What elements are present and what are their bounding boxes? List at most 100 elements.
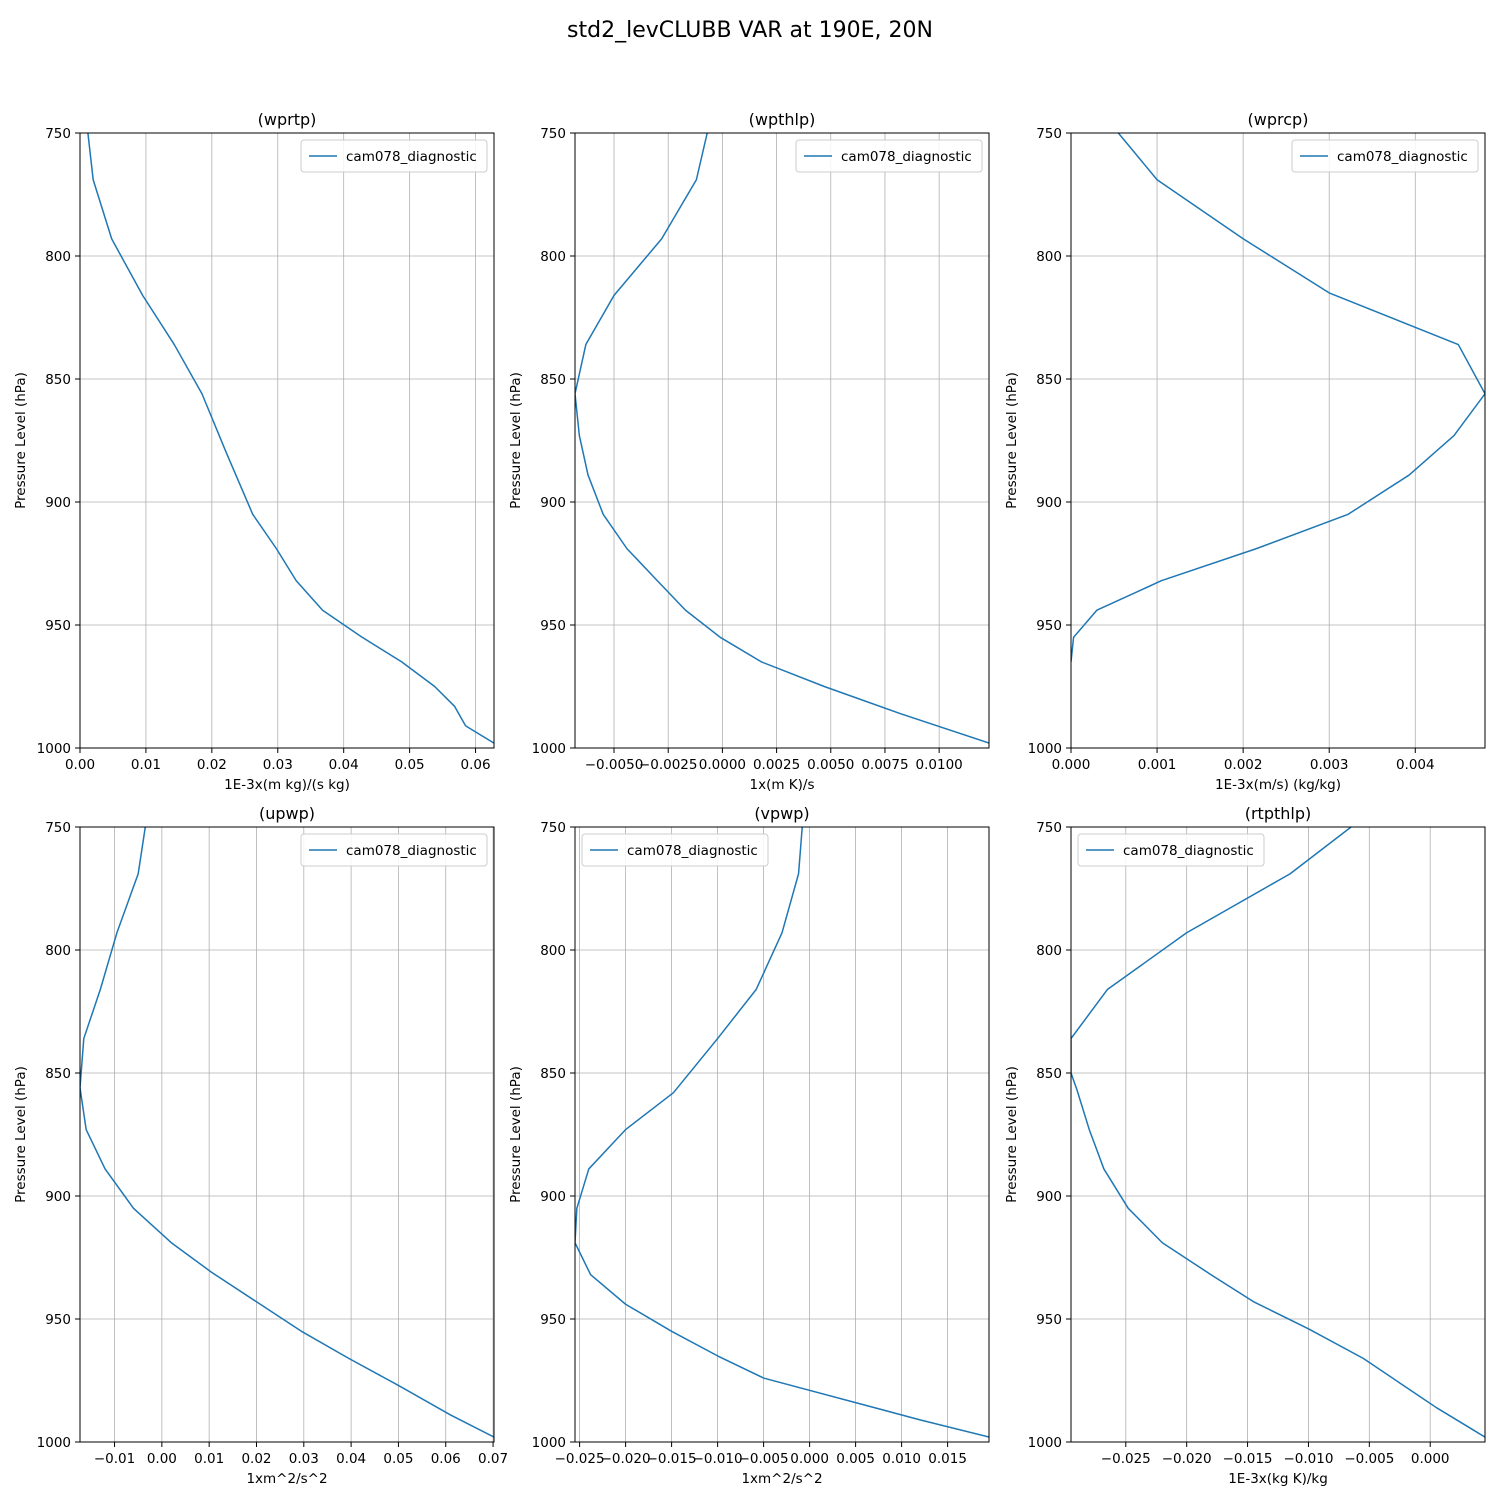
x-tick-label: −0.0025 [639,757,698,773]
x-tick-label: 0.0050 [807,757,854,773]
y-tick-label: 750 [45,126,71,142]
x-tick-label: 0.000 [1052,757,1091,773]
y-tick-label: 750 [45,820,71,836]
x-tick-label: 0.00 [147,1451,177,1467]
y-tick-label: 750 [540,126,566,142]
y-tick-label: 750 [1036,126,1062,142]
x-tick-label: 0.05 [395,757,425,773]
y-tick-label: 900 [45,495,71,511]
y-tick-label: 900 [45,1189,71,1205]
plot-area [575,133,989,748]
plot-area [1071,133,1485,748]
chart-title: (upwp) [259,804,315,823]
chart-panel-1: 0.00 0.01 0.02 0.03 0.04 0.05 0.06 750 800 850 900… [13,110,495,793]
chart-title: (wpthlp) [749,110,816,129]
x-tick-label: −0.005 [739,1451,789,1467]
y-tick-label: 950 [1036,618,1062,634]
chart-panel-6: −0.025 −0.020 −0.015 −0.010 −0.005 0.000 750 80… [1004,804,1486,1487]
y-tick-label: 1000 [532,741,566,757]
y-tick-label: 1000 [532,1435,566,1451]
y-tick-label: 800 [540,943,566,959]
y-tick-label: 900 [1036,1189,1062,1205]
y-tick-label: 800 [1036,943,1062,959]
y-tick-label: 950 [45,1312,71,1328]
series-line [575,827,989,1438]
x-tick-label: 0.06 [461,757,491,773]
x-axis-label: 1E-3x(m/s) (kg/kg) [1215,777,1341,793]
legend-box [1291,139,1479,173]
x-tick-label: −0.015 [1223,1451,1273,1467]
x-tick-label: −0.015 [647,1451,697,1467]
y-tick-label: 1000 [37,1435,71,1451]
x-tick-label: −0.025 [1101,1451,1151,1467]
x-tick-label: 0.003 [1310,757,1349,773]
x-tick-label: −0.0050 [585,757,644,773]
x-tick-label: 0.015 [928,1451,967,1467]
series-line [1071,827,1485,1438]
plot-frame [574,132,990,749]
chart-panel-2: −0.0050−0.0025 0.0000 0.0025 0.0050 0.0075 0.… [508,110,990,793]
x-tick-label: 0.02 [197,757,227,773]
x-tick-label: 0.0025 [753,757,800,773]
x-tick-label: 0.03 [263,757,293,773]
y-axis-label: Pressure Level (hPa) [1004,372,1020,509]
series-line [575,133,989,744]
figure-title: std2_levCLUBB VAR at 190E, 20N [567,18,933,43]
y-tick-label: 800 [45,249,71,265]
x-tick-label: −0.005 [1344,1451,1394,1467]
y-tick-label: 1000 [1028,1435,1062,1451]
y-axis-label: Pressure Level (hPa) [1004,1066,1020,1203]
plot-frame [1070,132,1486,749]
y-tick-label: 850 [1036,1066,1062,1082]
y-tick-label: 850 [45,1066,71,1082]
x-tick-label: 0.010 [882,1451,921,1467]
y-tick-label: 1000 [37,741,71,757]
plot-frame [574,826,990,1443]
x-tick-label: 0.0000 [699,757,746,773]
x-tick-label: 0.04 [336,1451,366,1467]
x-tick-label: 0.01 [194,1451,224,1467]
plot-area [80,133,494,748]
chart-panel-3: 0.000 0.001 0.002 0.003 0.004 750 800 850 900 950… [1004,110,1486,793]
chart-title: (vpwp) [754,804,809,823]
x-axis-label: 1xm^2/s^2 [741,1471,822,1487]
panels-container: 0.00 0.01 0.02 0.03 0.04 0.05 0.06 750 800 850 900… [13,110,1486,1487]
legend-box [1077,833,1265,867]
chart-title: (wprcp) [1248,110,1309,129]
y-tick-label: 900 [540,495,566,511]
y-tick-label: 900 [1036,495,1062,511]
x-tick-label: 0.06 [431,1451,461,1467]
y-tick-label: 850 [45,372,71,388]
plot-frame [79,132,495,749]
y-tick-label: 950 [540,618,566,634]
x-tick-label: 0.00 [65,757,95,773]
legend-label: cam078_diagnostic [1123,843,1254,859]
y-tick-label: 950 [540,1312,566,1328]
x-axis-label: 1xm^2/s^2 [246,1471,327,1487]
legend-box [795,139,983,173]
x-axis-label: 1E-3x(m kg)/(s kg) [224,777,350,793]
x-tick-label: 0.0075 [861,757,908,773]
legend-box [300,139,488,173]
x-tick-label: −0.010 [1283,1451,1333,1467]
x-tick-label: −0.020 [601,1451,651,1467]
legend-box [300,833,488,867]
y-axis-label: Pressure Level (hPa) [13,372,29,509]
chart-title: (wprtp) [258,110,317,129]
plot-frame [79,826,495,1443]
chart-title: (rtpthlp) [1245,804,1312,823]
chart-panel-5: −0.025−0.020−0.015−0.010−0.005 0.000 0.005… [508,804,990,1487]
y-tick-label: 800 [45,943,71,959]
x-tick-label: −0.020 [1162,1451,1212,1467]
plot-area [1071,827,1485,1442]
x-tick-label: 0.01 [131,757,161,773]
series-line [1071,133,1485,662]
y-axis-label: Pressure Level (hPa) [13,1066,29,1203]
y-tick-label: 900 [540,1189,566,1205]
chart-panel-4: −0.01 0.00 0.01 0.02 0.03 0.04 0.05 0.06 0.07 750… [13,804,508,1487]
x-tick-label: −0.01 [94,1451,135,1467]
x-tick-label: 0.004 [1396,757,1435,773]
y-tick-label: 1000 [1028,741,1062,757]
x-tick-label: 0.000 [790,1451,829,1467]
